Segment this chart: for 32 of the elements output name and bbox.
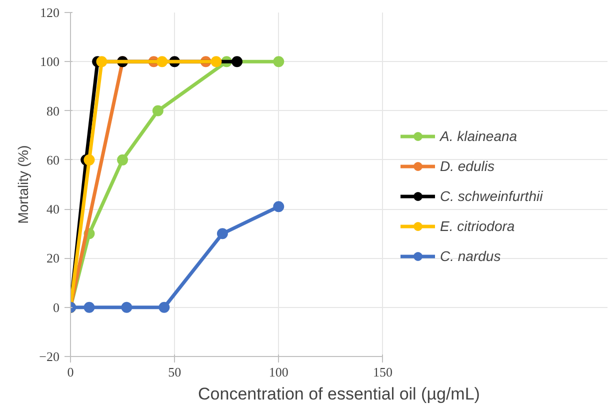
point xyxy=(216,228,228,240)
point xyxy=(158,302,170,313)
point xyxy=(84,154,95,166)
point xyxy=(117,154,128,166)
y-tick-label: 0 xyxy=(53,300,60,315)
y-tick-label: −20 xyxy=(39,349,60,364)
x-tick-label: 150 xyxy=(372,364,392,380)
point xyxy=(152,105,164,116)
y-tick-label: 60 xyxy=(46,152,60,168)
y-tick-label: 120 xyxy=(40,5,60,20)
point xyxy=(96,56,108,68)
x-tick-label: 0 xyxy=(67,364,74,380)
y-axis-title: Mortality (%) xyxy=(15,145,32,224)
legend-label: E. citriodora xyxy=(440,218,515,234)
legend-label: A. klaineana xyxy=(440,128,518,144)
x-tick-label: 50 xyxy=(168,364,182,380)
legend-label: C. nardus xyxy=(440,248,501,264)
y-tick-label: 80 xyxy=(46,103,60,118)
point xyxy=(232,56,243,68)
point xyxy=(121,302,132,313)
y-tick-label: 100 xyxy=(40,54,60,70)
legend-label: C. schweinfurthii xyxy=(440,188,543,204)
x-tick-label: 100 xyxy=(268,364,288,380)
point xyxy=(84,302,95,313)
point xyxy=(210,56,222,68)
point xyxy=(273,201,284,212)
y-tick-label: 20 xyxy=(46,250,60,266)
x-axis-title: Concentration of essential oil (µg/mL) xyxy=(198,384,480,404)
point xyxy=(156,56,168,68)
legend-label: D. edulis xyxy=(440,158,494,174)
y-tick-label: 40 xyxy=(46,202,60,217)
point xyxy=(273,56,284,68)
